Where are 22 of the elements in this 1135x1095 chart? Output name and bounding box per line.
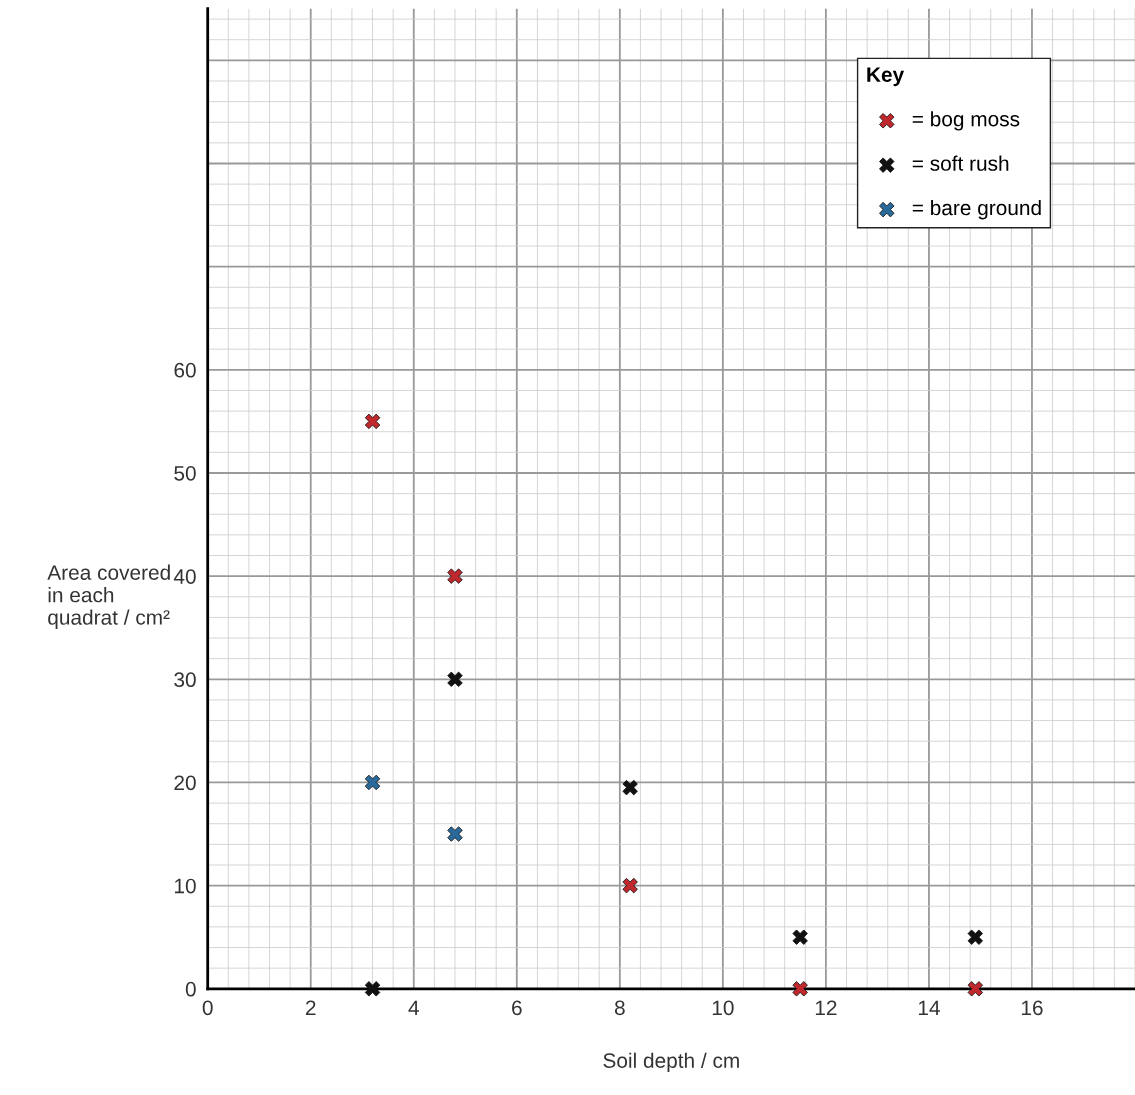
x-axis-title: Soil depth / cm	[603, 1052, 739, 1073]
legend-title: Key	[867, 67, 905, 87]
y-axis-title: Area covered in each quadrat / cm²	[47, 564, 170, 629]
x-tick-label: 4	[408, 1000, 419, 1015]
legend-label: = soft rush	[912, 155, 1009, 171]
y-tick-label: 20	[174, 775, 196, 791]
x-tick-label: 10	[712, 1000, 734, 1016]
x-tick-label: 8	[614, 1000, 625, 1016]
y-tick-label: 10	[175, 878, 196, 894]
y-tick-label: 60	[174, 362, 196, 378]
y-tick-label: 30	[174, 672, 196, 688]
x-tick-label: 16	[1021, 1000, 1043, 1016]
y-tick-label: 0	[185, 981, 196, 997]
y-tick-label: 50	[174, 465, 196, 481]
x-tick-label: 2	[305, 1000, 316, 1015]
x-tick-label: 14	[918, 1000, 940, 1015]
legend-label: = bog moss	[912, 111, 1020, 131]
y-tick-label: 40	[173, 569, 196, 584]
x-tick-label: 12	[815, 1000, 837, 1015]
x-tick-label: 6	[512, 1000, 522, 1016]
legend-label: = bare ground	[912, 199, 1041, 220]
x-tick-label: 0	[202, 1000, 213, 1016]
